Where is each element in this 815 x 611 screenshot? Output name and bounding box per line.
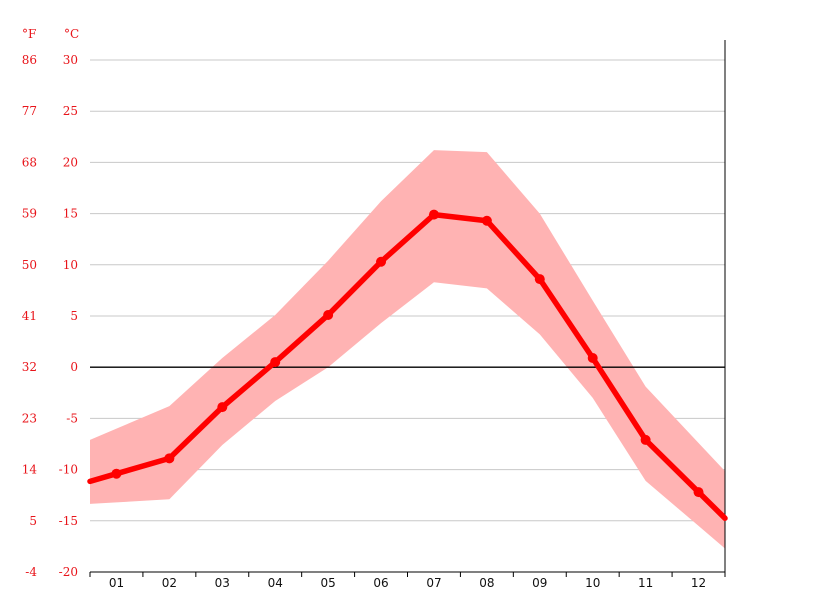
unit-f-label: °F xyxy=(22,27,36,41)
y-tick-label-f: -4 xyxy=(25,565,37,579)
x-tick-label: 09 xyxy=(532,576,547,590)
data-point xyxy=(217,402,228,413)
x-tick-label: 11 xyxy=(638,576,653,590)
data-point xyxy=(534,274,545,285)
data-point xyxy=(640,434,651,445)
y-tick-label-c: 30 xyxy=(63,53,78,67)
y-tick-label-c: 0 xyxy=(70,360,78,374)
data-point xyxy=(323,309,334,320)
data-point xyxy=(587,352,598,363)
data-point xyxy=(164,453,175,464)
x-tick-label: 04 xyxy=(268,576,283,590)
y-tick-label-f: 5 xyxy=(29,514,37,528)
series-points xyxy=(111,209,704,498)
data-point xyxy=(693,487,704,498)
y-tick-label-f: 23 xyxy=(22,411,37,425)
y-axis-celsius: 30 25 20 15 10 5 0 -5 -10 -15 -20 xyxy=(59,53,78,579)
series-line-average xyxy=(87,211,728,521)
y-tick-label-c: 10 xyxy=(63,258,78,272)
x-axis-labels: 01 02 03 04 05 06 07 08 09 10 11 12 xyxy=(109,576,706,590)
y-tick-label-f: 41 xyxy=(22,309,37,323)
data-point xyxy=(428,209,439,220)
x-tick-label: 03 xyxy=(215,576,230,590)
data-point xyxy=(481,215,492,226)
y-tick-label-c: -15 xyxy=(59,514,78,528)
x-tick-label: 12 xyxy=(691,576,706,590)
y-tick-label-f: 50 xyxy=(22,258,37,272)
x-axis-ticks xyxy=(89,572,726,577)
y-tick-label-c: 25 xyxy=(63,104,78,118)
y-tick-label-c: -20 xyxy=(59,565,78,579)
y-tick-label-c: 5 xyxy=(70,309,78,323)
y-tick-label-c: -10 xyxy=(59,463,78,477)
y-tick-label-c: 15 xyxy=(63,207,78,221)
y-axis-fahrenheit: 86 77 68 59 50 41 32 23 14 5 -4 xyxy=(22,53,38,579)
x-tick-label: 08 xyxy=(479,576,494,590)
y-tick-label-c: -5 xyxy=(66,411,78,425)
data-point xyxy=(376,256,387,267)
temperature-range-band xyxy=(90,150,725,549)
x-tick-label: 06 xyxy=(373,576,388,590)
y-tick-label-f: 86 xyxy=(22,53,37,67)
x-tick-label: 10 xyxy=(585,576,600,590)
y-tick-label-f: 68 xyxy=(22,155,37,169)
y-tick-label-f: 59 xyxy=(22,207,37,221)
data-point xyxy=(111,468,122,479)
x-tick-label: 07 xyxy=(426,576,441,590)
y-tick-label-f: 14 xyxy=(22,463,38,477)
x-tick-label: 05 xyxy=(320,576,335,590)
x-tick-label: 02 xyxy=(162,576,177,590)
y-tick-label-f: 77 xyxy=(22,104,37,118)
x-tick-label: 01 xyxy=(109,576,124,590)
data-point xyxy=(270,357,281,368)
y-tick-label-c: 20 xyxy=(63,155,78,169)
y-tick-label-f: 32 xyxy=(22,360,37,374)
unit-c-label: °C xyxy=(64,27,79,41)
